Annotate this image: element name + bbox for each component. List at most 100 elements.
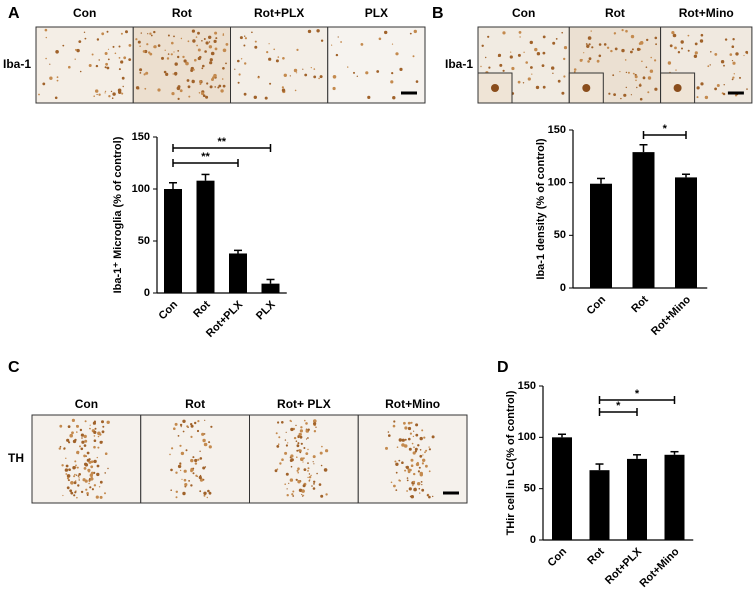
cell-speck — [413, 472, 416, 476]
cell-speck — [746, 88, 748, 90]
cell-speck — [307, 437, 309, 439]
cell-speck — [201, 40, 203, 42]
cell-speck — [296, 456, 298, 459]
y-tick-label: 150 — [548, 124, 566, 136]
cell-speck — [187, 40, 190, 43]
cell-speck — [157, 44, 161, 47]
cell-speck — [77, 475, 80, 477]
cell-speck — [190, 69, 194, 72]
cell-speck — [182, 55, 185, 59]
cell-speck — [55, 50, 59, 54]
cell-speck — [412, 451, 416, 455]
cell-speck — [66, 477, 70, 480]
x-tick-label: Rot — [191, 298, 213, 320]
cell-speck — [104, 66, 107, 69]
cell-speck — [410, 421, 413, 424]
cell-speck — [84, 37, 87, 40]
cell-speck — [78, 479, 80, 481]
cell-speck — [117, 88, 122, 93]
column-label: Con — [512, 6, 535, 20]
cell-speck — [422, 458, 426, 462]
cell-speck — [93, 484, 97, 487]
cell-speck — [239, 36, 243, 40]
cell-speck — [425, 464, 428, 468]
cell-speck — [588, 43, 591, 46]
cell-speck — [541, 64, 545, 67]
cell-speck — [289, 459, 293, 462]
cell-speck — [415, 423, 419, 427]
cell-speck — [185, 449, 188, 452]
y-tick-label: 0 — [560, 282, 566, 294]
x-tick-label: Rot+Mino — [638, 546, 682, 590]
cell-speck — [101, 32, 105, 36]
cell-speck — [655, 43, 657, 46]
significance-label: * — [616, 400, 621, 412]
cell-speck — [639, 41, 644, 45]
cell-speck — [277, 56, 280, 58]
cell-speck — [225, 43, 229, 46]
cell-speck — [428, 470, 431, 473]
cell-speck — [201, 67, 204, 70]
cell-speck — [214, 31, 218, 35]
cell-speck — [208, 441, 211, 444]
cell-speck — [621, 48, 625, 53]
cell-speck — [563, 75, 566, 78]
cell-speck — [680, 40, 684, 44]
cell-speck — [340, 41, 342, 43]
cell-speck — [286, 494, 289, 497]
cell-speck — [167, 34, 170, 37]
cell-speck — [199, 80, 202, 83]
cell-speck — [412, 484, 414, 487]
cell-speck — [170, 53, 173, 56]
cell-speck — [300, 457, 304, 462]
cell-speck — [299, 435, 303, 439]
cell-speck — [190, 484, 193, 487]
cell-speck — [406, 477, 409, 479]
cell-speck — [313, 463, 315, 465]
cell-speck — [405, 465, 409, 469]
cell-speck — [385, 446, 388, 450]
cell-speck — [409, 432, 412, 435]
cell-speck — [192, 467, 195, 470]
cell-speck — [606, 46, 610, 49]
cell-speck — [625, 86, 627, 89]
cell-speck — [61, 464, 64, 467]
cell-speck — [743, 54, 745, 57]
cell-speck — [203, 442, 208, 447]
row-label: Iba-1 — [445, 57, 473, 71]
cell-speck — [85, 488, 88, 491]
cell-speck — [672, 33, 677, 38]
cell-speck — [186, 79, 190, 82]
cell-speck — [78, 473, 81, 476]
cell-speck — [45, 57, 47, 60]
cell-speck — [687, 34, 690, 37]
cell-speck — [187, 85, 191, 89]
cell-speck — [621, 29, 624, 32]
cell-speck — [519, 36, 521, 38]
cell-speck — [251, 31, 253, 34]
cell-speck — [583, 52, 585, 54]
cell-speck — [417, 482, 421, 486]
cell-speck — [387, 431, 390, 433]
cell-speck — [536, 52, 541, 56]
y-tick-label: 0 — [144, 287, 150, 299]
cell-speck — [194, 462, 198, 465]
cell-speck — [221, 78, 224, 80]
cell-speck — [390, 481, 393, 484]
cell-speck — [179, 444, 182, 447]
cell-speck — [183, 469, 187, 473]
x-tick-label: Rot — [585, 545, 607, 567]
cell-speck — [295, 440, 298, 443]
cell-speck — [529, 40, 533, 45]
cell-speck — [313, 419, 317, 423]
y-axis-label: Iba-1⁺ Microglia (% of control) — [112, 136, 124, 293]
cell-speck — [179, 464, 182, 466]
cell-speck — [394, 460, 397, 463]
cell-speck — [518, 31, 522, 34]
cell-speck — [647, 76, 652, 80]
cell-speck — [561, 31, 563, 34]
cell-speck — [99, 495, 103, 499]
cell-speck — [404, 438, 407, 441]
cell-speck — [187, 426, 189, 429]
